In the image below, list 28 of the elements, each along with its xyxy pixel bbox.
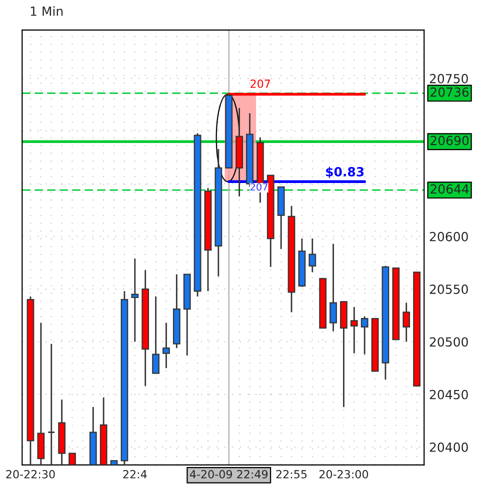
x-tick-label: 22:4 — [123, 470, 147, 478]
ref-line-label: 20644 — [430, 184, 469, 194]
y-tick-label: 20450 — [430, 390, 468, 400]
y-tick-label: 20550 — [430, 284, 468, 294]
candlestick — [330, 243, 337, 332]
series-label: $0.83 — [326, 166, 364, 178]
candlestick — [360, 316, 368, 356]
candlestick — [68, 452, 76, 465]
candlestick — [152, 296, 160, 374]
y-tick-label: 20600 — [430, 232, 468, 242]
candlestick — [350, 306, 358, 354]
candlestick — [402, 302, 410, 342]
y-tick-label: 20500 — [430, 337, 468, 347]
x-tick-label: 20-22:30 — [6, 470, 55, 478]
x-tick-label: 22:55 — [276, 470, 307, 478]
y-tick-label: 20750 — [430, 74, 468, 84]
annotation: 207 — [250, 183, 268, 191]
series-label: 207 — [250, 80, 270, 88]
candlestick — [48, 343, 56, 465]
y-tick-label: 20400 — [430, 442, 468, 452]
x-tick-label: 20-23:00 — [319, 470, 368, 478]
chart-title: 1 Min — [30, 6, 63, 16]
candlestick — [162, 322, 170, 369]
ref-line-label: 20690 — [430, 136, 469, 146]
candlestick — [308, 238, 316, 273]
x-tick-label: 4-20-09 22:49 — [190, 470, 268, 478]
candlestick — [131, 258, 139, 342]
ref-line-label: 20736 — [430, 87, 469, 97]
